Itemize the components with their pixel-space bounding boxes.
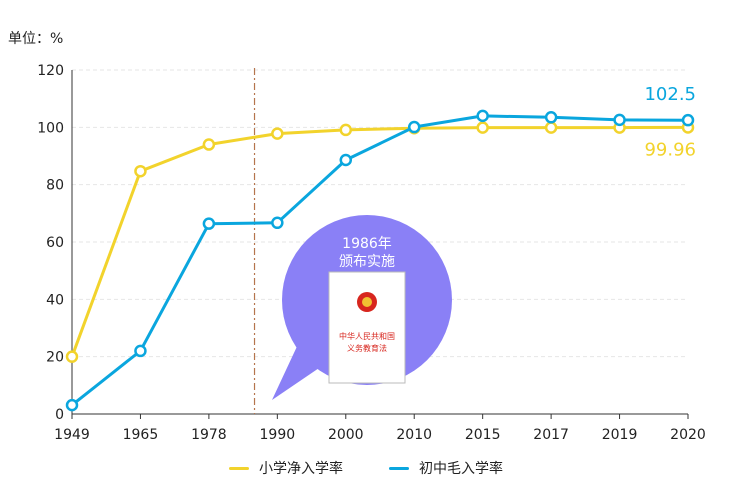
national-emblem-center bbox=[362, 297, 372, 307]
data-point-0 bbox=[65, 350, 79, 363]
data-point-1 bbox=[544, 111, 558, 124]
data-point-0 bbox=[476, 121, 489, 134]
data-point-1 bbox=[681, 113, 695, 127]
x-tick-label: 1949 bbox=[54, 427, 90, 443]
y-tick-label: 40 bbox=[46, 292, 64, 308]
unit-label: 单位：% bbox=[8, 31, 64, 47]
data-point-1 bbox=[271, 216, 284, 230]
x-tick-label: 1965 bbox=[123, 427, 159, 443]
law-book-subtitle: 义务教育法 bbox=[347, 343, 387, 353]
law-book-title: 中华人民共和国 bbox=[339, 331, 395, 341]
end-value-label: 99.96 bbox=[644, 139, 696, 160]
x-tick-label: 2015 bbox=[465, 427, 501, 443]
data-point-1 bbox=[339, 153, 353, 167]
legend-swatch-junior bbox=[389, 466, 409, 470]
line-chart: 0 20 40 60 80 100 120 1949 1965 1978 1990 2000 2010 2… bbox=[37, 63, 706, 443]
legend: 小学净入学率 初中毛入学率 bbox=[0, 458, 732, 478]
legend-swatch-primary bbox=[229, 466, 249, 470]
end-value-label: 102.5 bbox=[644, 84, 696, 105]
y-tick-label: 80 bbox=[46, 178, 64, 194]
data-point-1 bbox=[407, 120, 421, 134]
data-point-0 bbox=[271, 127, 284, 140]
y-tick-label: 120 bbox=[37, 63, 64, 79]
x-tick-label: 2020 bbox=[670, 427, 706, 443]
data-point-0 bbox=[544, 121, 558, 134]
data-point-0 bbox=[134, 164, 147, 178]
y-tick-label: 60 bbox=[46, 235, 64, 251]
data-point-1 bbox=[134, 344, 147, 358]
data-point-1 bbox=[613, 113, 626, 127]
legend-item-junior[interactable]: 初中毛入学率 bbox=[389, 458, 503, 478]
y-tick-label: 100 bbox=[37, 120, 64, 136]
x-tick-label: 2010 bbox=[396, 427, 432, 443]
x-tick-label: 2000 bbox=[328, 427, 364, 443]
series-line-1 bbox=[70, 114, 690, 407]
data-point-0 bbox=[339, 123, 353, 137]
y-tick-label: 0 bbox=[55, 407, 64, 423]
legend-item-primary[interactable]: 小学净入学率 bbox=[229, 458, 343, 478]
data-point-1 bbox=[65, 398, 79, 412]
law-book-cover bbox=[328, 271, 406, 384]
y-tick-label: 20 bbox=[46, 350, 64, 366]
x-tick-label: 1978 bbox=[191, 427, 227, 443]
data-point-1 bbox=[476, 109, 489, 123]
x-tick-label: 1990 bbox=[260, 427, 296, 443]
x-tick-label: 2017 bbox=[533, 427, 569, 443]
legend-label-primary: 小学净入学率 bbox=[259, 461, 343, 477]
callout-year: 1986年 bbox=[342, 236, 392, 252]
callout-action: 颁布实施 bbox=[339, 254, 395, 270]
series-line-0 bbox=[70, 125, 690, 359]
legend-label-junior: 初中毛入学率 bbox=[419, 461, 503, 477]
data-point-1 bbox=[202, 217, 216, 230]
data-point-0 bbox=[202, 138, 216, 151]
x-tick-label: 2019 bbox=[602, 427, 638, 443]
